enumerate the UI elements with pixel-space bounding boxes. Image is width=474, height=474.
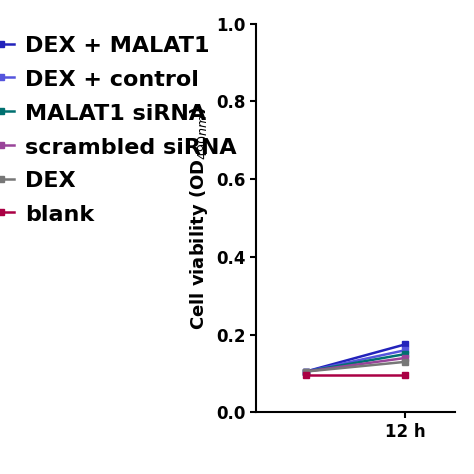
Legend: DEX + MALAT1, DEX + control, MALAT1 siRNA, scrambled siRNA, DEX, blank: DEX + MALAT1, DEX + control, MALAT1 siRN… [0,35,237,225]
Y-axis label: Cell viability (OD$_{490nm}$): Cell viability (OD$_{490nm}$) [189,106,210,330]
